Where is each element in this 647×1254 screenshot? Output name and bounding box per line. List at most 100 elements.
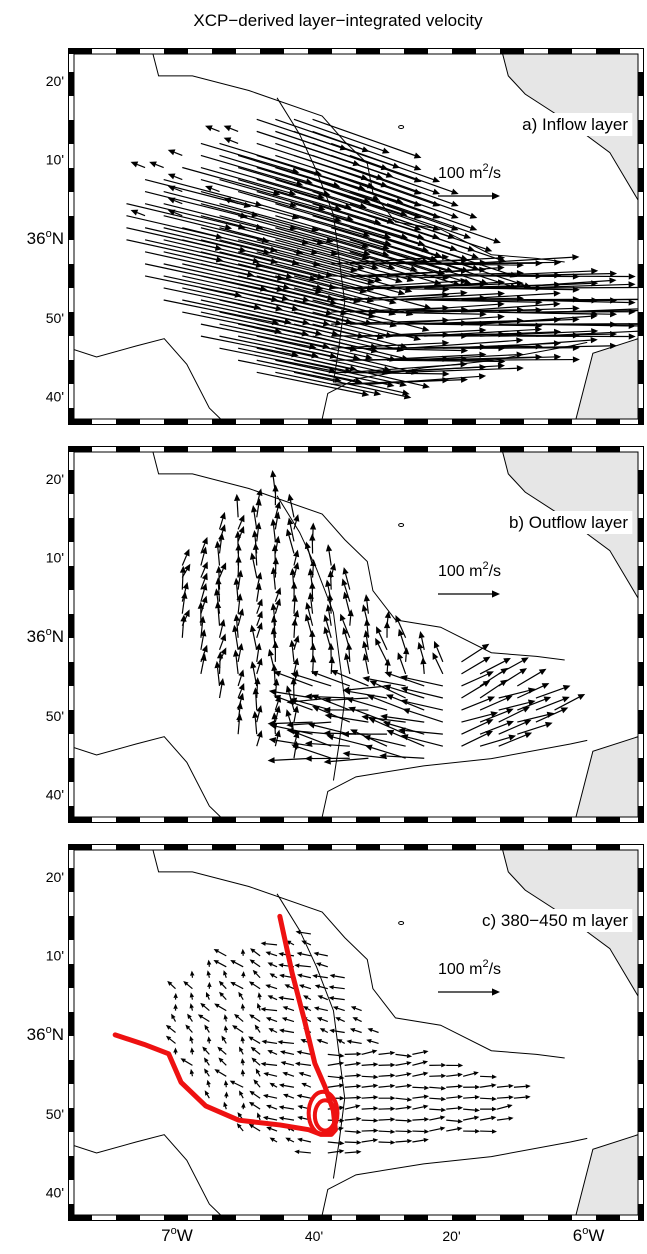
velocity-vector: [395, 1053, 413, 1059]
velocity-vector: [301, 940, 312, 946]
velocity-vector: [317, 995, 329, 1001]
velocity-vector: [233, 613, 240, 638]
velocity-vector: [378, 1050, 396, 1056]
velocity-vector: [342, 567, 351, 590]
y-tick-label: 36oN: [27, 1024, 64, 1044]
scale-arrow: [438, 988, 500, 996]
velocity-vector: [335, 1017, 345, 1023]
frame-tick: [452, 844, 476, 850]
frame-tick: [500, 844, 524, 850]
velocity-vector: [347, 609, 354, 626]
velocity-vector: [405, 337, 524, 349]
velocity-vector: [442, 353, 562, 361]
velocity-vector: [206, 1036, 212, 1044]
velocity-vector: [282, 1093, 295, 1099]
velocity-vector: [327, 570, 334, 590]
velocity-vector: [284, 984, 295, 990]
velocity-vector: [167, 149, 183, 157]
velocity-vector: [230, 960, 244, 968]
velocity-vector: [446, 1072, 463, 1078]
velocity-vector: [265, 1017, 278, 1023]
frame-tick: [500, 48, 524, 54]
velocity-vector: [236, 593, 243, 614]
velocity-vector: [344, 1073, 362, 1078]
velocity-vector: [420, 657, 427, 674]
velocity-vector: [349, 347, 469, 354]
frame-tick: [68, 312, 74, 336]
frame-tick: [548, 446, 572, 452]
velocity-vector: [255, 582, 262, 602]
frame-tick: [68, 408, 74, 425]
velocity-vector: [223, 1101, 228, 1110]
velocity-vector: [214, 1069, 227, 1077]
velocity-vector: [275, 227, 371, 256]
velocity-vector: [386, 227, 479, 259]
velocity-vector: [287, 517, 295, 542]
frame-tick: [638, 1012, 644, 1036]
panel-3: 20' 10' 36oN 50' 40' c) 380−450 m layer 100 m2…: [27, 844, 644, 1221]
velocity-vector: [214, 540, 221, 566]
velocity-vector: [363, 629, 370, 650]
velocity-vector: [275, 371, 382, 397]
panel-label-box: [518, 113, 633, 136]
velocity-vector: [267, 1050, 278, 1055]
velocity-vector: [214, 660, 221, 687]
velocity-vector: [190, 970, 195, 978]
velocity-vector: [345, 697, 388, 711]
velocity-vector: [344, 1149, 362, 1155]
velocity-vector: [496, 1116, 514, 1121]
frame-tick: [260, 1215, 284, 1221]
velocity-vector: [200, 536, 208, 554]
velocity-vector: [424, 326, 543, 337]
velocity-vector: [366, 694, 406, 711]
velocity-vector: [366, 1039, 379, 1045]
velocity-vector: [344, 1051, 362, 1057]
frame-tick: [596, 817, 620, 823]
frame-tick: [308, 419, 332, 425]
velocity-vector: [327, 1061, 345, 1066]
velocity-vector: [383, 621, 391, 638]
coastline: [74, 1134, 221, 1215]
y-tick-label: 20': [46, 73, 64, 89]
velocity-vector: [237, 215, 334, 244]
velocity-vector: [513, 1084, 531, 1089]
y-tick-label: 50': [46, 310, 64, 326]
velocity-vector: [294, 963, 311, 968]
velocity-vector: [480, 313, 598, 325]
velocity-vector: [248, 1123, 261, 1132]
velocity-vector: [293, 118, 390, 154]
velocity-vector: [361, 1049, 378, 1055]
x-tick-label: 7oW: [161, 1225, 193, 1245]
velocity-vector: [517, 721, 553, 735]
velocity-vector: [267, 995, 278, 1001]
velocity-vector: [301, 1082, 312, 1088]
frame-tick: [212, 817, 236, 823]
velocity-vector: [189, 1035, 194, 1044]
velocity-vector: [269, 973, 278, 979]
velocity-vector: [189, 992, 195, 1000]
frame-tick: [404, 446, 428, 452]
velocity-vector: [173, 1047, 178, 1055]
velocity-vector: [344, 1104, 361, 1110]
velocity-vector: [429, 1107, 447, 1113]
island: [398, 125, 405, 129]
velocity-vector: [368, 327, 487, 337]
coastline: [321, 739, 588, 817]
velocity-vector: [376, 626, 388, 651]
velocity-vector: [386, 215, 493, 252]
frame-tick: [68, 1060, 74, 1084]
velocity-vector: [200, 629, 207, 650]
frame-tick: [356, 48, 380, 54]
velocity-vector: [446, 1084, 464, 1089]
velocity-vector: [237, 642, 244, 662]
frame-tick: [68, 470, 74, 494]
velocity-vector: [296, 1094, 312, 1099]
velocity-vector: [304, 541, 314, 566]
velocity-vector: [362, 653, 369, 675]
frame-tick: [548, 419, 572, 425]
velocity-vector: [293, 347, 392, 372]
velocity-vector: [349, 277, 468, 289]
frame-tick: [212, 844, 236, 850]
frame-tick: [452, 817, 476, 823]
velocity-vector: [256, 1112, 262, 1121]
